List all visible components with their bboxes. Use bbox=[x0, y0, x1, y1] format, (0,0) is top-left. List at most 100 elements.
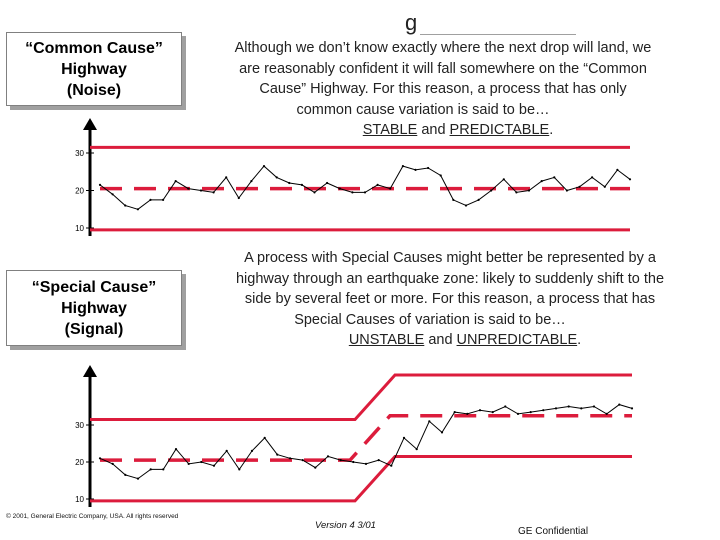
data-point bbox=[466, 412, 469, 415]
data-point bbox=[199, 189, 203, 192]
data-point bbox=[124, 473, 127, 476]
y-tick-label: 20 bbox=[75, 187, 84, 196]
data-point bbox=[567, 405, 570, 408]
data-point bbox=[504, 405, 507, 408]
special-emphasis-line: UNSTABLE and UNPREDICTABLE. bbox=[186, 330, 714, 351]
data-point bbox=[225, 449, 228, 452]
data-point bbox=[389, 187, 392, 190]
data-point bbox=[452, 198, 455, 201]
data-point bbox=[478, 409, 482, 412]
common-emphasis-line: STABLE and PREDICTABLE. bbox=[188, 120, 698, 141]
special-text-line: A process with Special Causes might bett… bbox=[244, 250, 656, 266]
data-point bbox=[98, 183, 102, 186]
data-point bbox=[288, 457, 292, 460]
special-cause-text: A process with Special Causes might bett… bbox=[186, 248, 714, 351]
data-point bbox=[276, 453, 279, 456]
data-point bbox=[111, 193, 114, 196]
header-letter: g bbox=[405, 10, 418, 35]
common-cause-box: “Common Cause” Highway (Noise) bbox=[6, 32, 182, 106]
data-point bbox=[124, 204, 127, 207]
data-point bbox=[605, 412, 608, 415]
data-point bbox=[439, 174, 442, 177]
data-point bbox=[628, 178, 632, 181]
data-point bbox=[351, 191, 354, 194]
data-point bbox=[212, 464, 216, 467]
copyright-text: © 2001, General Electric Company, USA. A… bbox=[6, 513, 179, 520]
data-point bbox=[174, 448, 178, 451]
axis-arrow-icon bbox=[83, 365, 97, 377]
version-text: Version 4 3/01 bbox=[315, 520, 376, 531]
y-tick-label: 10 bbox=[75, 224, 84, 233]
special-text-line: Special Causes of variation is said to b… bbox=[294, 311, 566, 328]
data-point bbox=[414, 168, 417, 171]
data-point bbox=[565, 189, 569, 192]
common-cause-label: (Noise) bbox=[66, 81, 122, 99]
and-word: and bbox=[417, 122, 450, 138]
data-point bbox=[415, 448, 418, 451]
data-point bbox=[250, 449, 254, 452]
data-point bbox=[149, 468, 152, 471]
data-point bbox=[275, 176, 278, 179]
common-text-line: Cause” Highway. For this reason, a proce… bbox=[259, 81, 627, 97]
common-text-line: are reasonably confident it will fall so… bbox=[239, 60, 647, 77]
data-point bbox=[477, 198, 480, 201]
data-point bbox=[464, 204, 468, 207]
data-point bbox=[591, 176, 594, 179]
common-text-line: common cause variation is said to be… bbox=[296, 101, 550, 118]
data-point bbox=[377, 459, 380, 462]
data-point bbox=[187, 187, 190, 190]
common-cause-subtitle: Highway bbox=[61, 60, 127, 78]
data-point bbox=[527, 189, 531, 192]
data-point bbox=[352, 460, 355, 464]
data-point bbox=[516, 412, 520, 415]
data-point bbox=[98, 457, 102, 460]
period: . bbox=[577, 332, 582, 348]
special-cause-label: (Signal) bbox=[64, 320, 124, 338]
data-point bbox=[187, 462, 190, 465]
data-point bbox=[338, 187, 341, 190]
data-point bbox=[578, 185, 581, 188]
data-point bbox=[326, 181, 329, 185]
data-point bbox=[314, 466, 317, 469]
data-point bbox=[401, 165, 404, 168]
data-point bbox=[427, 166, 430, 170]
common-cause-title: “Common Cause” bbox=[25, 39, 163, 57]
unpredictable-word: UNPREDICTABLE bbox=[456, 332, 578, 348]
data-point bbox=[136, 477, 140, 480]
data-point bbox=[262, 165, 266, 168]
data-point bbox=[200, 460, 203, 464]
axis-arrow-icon bbox=[83, 118, 97, 130]
data-point bbox=[136, 208, 139, 211]
special-cause-title: “Special Cause” bbox=[31, 278, 157, 296]
data-point bbox=[149, 198, 152, 201]
special-text-line: side by several feet or more. For this r… bbox=[244, 291, 656, 307]
data-point bbox=[301, 459, 304, 462]
data-point bbox=[111, 462, 114, 465]
data-point bbox=[162, 468, 165, 471]
data-point bbox=[162, 198, 165, 201]
data-point bbox=[453, 411, 456, 414]
center-line bbox=[100, 414, 632, 462]
data-point bbox=[390, 464, 393, 467]
stable-word: STABLE bbox=[362, 122, 418, 138]
data-point bbox=[592, 405, 596, 408]
data-point bbox=[618, 403, 621, 406]
data-point bbox=[616, 168, 619, 171]
data-point bbox=[363, 191, 367, 194]
data-point bbox=[540, 180, 543, 183]
header-rule bbox=[420, 34, 576, 35]
data-point bbox=[237, 196, 240, 200]
y-tick-label: 10 bbox=[75, 495, 84, 504]
data-point bbox=[339, 459, 342, 462]
data-point bbox=[630, 407, 634, 410]
data-point bbox=[502, 178, 505, 181]
special-cause-subtitle: Highway bbox=[61, 299, 127, 317]
special-text-line: highway through an earthquake zone: like… bbox=[235, 270, 665, 287]
data-point bbox=[174, 180, 177, 183]
data-point bbox=[515, 191, 518, 194]
common-text-line: Although we don’t know exactly where the… bbox=[234, 40, 652, 56]
data-point bbox=[288, 181, 291, 185]
data-point bbox=[225, 176, 228, 179]
y-tick-label: 30 bbox=[75, 149, 84, 158]
data-point bbox=[376, 183, 379, 186]
